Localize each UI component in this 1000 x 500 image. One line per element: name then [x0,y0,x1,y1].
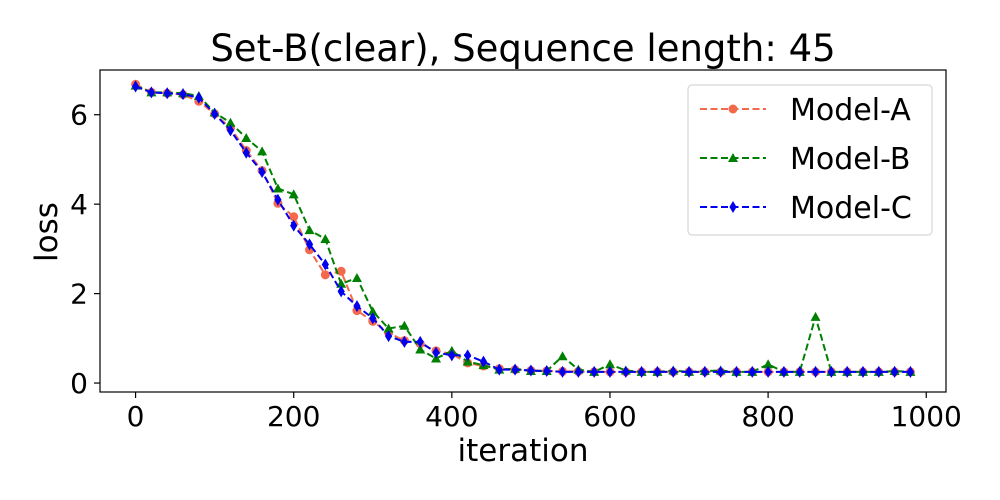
data-point-model-c [653,365,662,378]
data-point-model-b [288,189,299,199]
data-point-model-c [780,365,788,378]
data-point-model-b [763,359,774,369]
legend-label-model-a: Model-A [790,93,911,128]
data-point-model-c [321,258,329,271]
plot-area: 0 200 400 600 800 1000 0 2 4 6 [70,69,962,433]
data-point-model-c [811,365,820,378]
data-point-model-b [367,306,378,316]
data-point-model-c [448,349,456,362]
data-point-model-c [748,365,756,378]
data-point-model-c [274,193,282,206]
data-point-model-a [289,212,299,222]
data-point-model-c [416,335,424,348]
data-point-model-a [320,270,330,280]
y-tick-label: 2 [70,278,88,311]
x-tick-label: 1000 [891,400,962,433]
data-point-model-c [859,365,867,378]
data-point-model-b [304,225,315,235]
data-point-model-c [211,107,219,120]
data-point-model-c [195,91,203,104]
data-point-model-b [351,272,362,282]
data-point-model-c [179,88,187,101]
legend-marker-model-a [728,104,738,114]
data-point-model-c [827,365,835,378]
legend-label-model-b: Model-B [790,142,910,177]
x-tick-label: 800 [741,400,794,433]
y-axis-label: loss [29,202,65,262]
y-tick-label: 0 [70,367,88,400]
data-point-model-b [257,146,268,156]
y-tick-label: 6 [70,99,88,132]
data-point-model-c [242,146,250,159]
data-point-model-b [415,344,426,354]
data-point-model-c [353,300,361,313]
data-point-model-c [906,365,915,378]
legend-box [687,84,933,236]
data-point-model-a [336,266,346,276]
data-point-model-c [495,363,503,376]
data-point-model-b [399,320,410,330]
data-point-model-c [337,285,345,298]
data-point-model-c [369,312,377,325]
data-point-model-b [810,311,821,321]
data-point-model-c [290,219,298,232]
data-point-model-c [305,238,314,251]
data-point-model-c [400,335,409,348]
data-point-model-b [557,351,568,361]
data-point-model-b [320,234,331,244]
data-point-model-c [717,365,725,378]
data-point-model-c [384,330,393,343]
data-point-model-c [637,365,646,378]
data-point-model-c [464,349,472,362]
data-point-model-c [479,355,488,368]
x-tick-label: 0 [127,400,145,433]
data-point-model-b [225,117,236,127]
data-point-model-c [701,365,709,378]
data-point-model-c [258,165,266,178]
data-point-model-c [669,365,677,378]
data-point-model-c [796,365,804,378]
data-point-model-c [891,365,899,378]
legend: Model-A Model-B Model-C [687,84,933,236]
data-point-model-c [543,364,551,377]
data-point-model-c [527,364,535,377]
x-tick-label: 600 [583,400,636,433]
data-point-model-c [226,124,235,137]
x-axis-label: iteration [458,433,589,469]
chart-title: Set-B(clear), Sequence length: 45 [210,27,835,70]
plot-frame [99,69,947,393]
data-point-model-c [606,365,614,378]
data-point-model-c [131,80,140,93]
data-point-model-b [383,323,394,333]
data-point-model-c [764,365,772,378]
data-point-model-c [685,365,693,378]
data-point-model-b [604,359,615,369]
data-point-model-b [272,183,283,193]
data-point-model-c [574,365,582,378]
legend-marker-model-c [729,201,737,213]
data-point-model-c [843,365,851,378]
data-point-model-c [163,87,171,100]
data-point-model-c [622,365,630,378]
data-point-model-c [590,365,598,378]
data-point-model-c [511,363,519,376]
data-point-model-c [558,365,567,378]
data-point-model-b [241,132,252,142]
x-tick-label: 200 [267,400,320,433]
x-tick-label: 400 [425,400,478,433]
data-point-model-c [147,86,155,99]
data-point-model-c [432,346,440,359]
legend-marker-model-b [728,153,738,162]
y-tick-label: 4 [70,188,88,221]
legend-label-model-c: Model-C [790,191,912,226]
data-point-model-c [732,365,741,378]
data-point-model-c [875,365,883,378]
